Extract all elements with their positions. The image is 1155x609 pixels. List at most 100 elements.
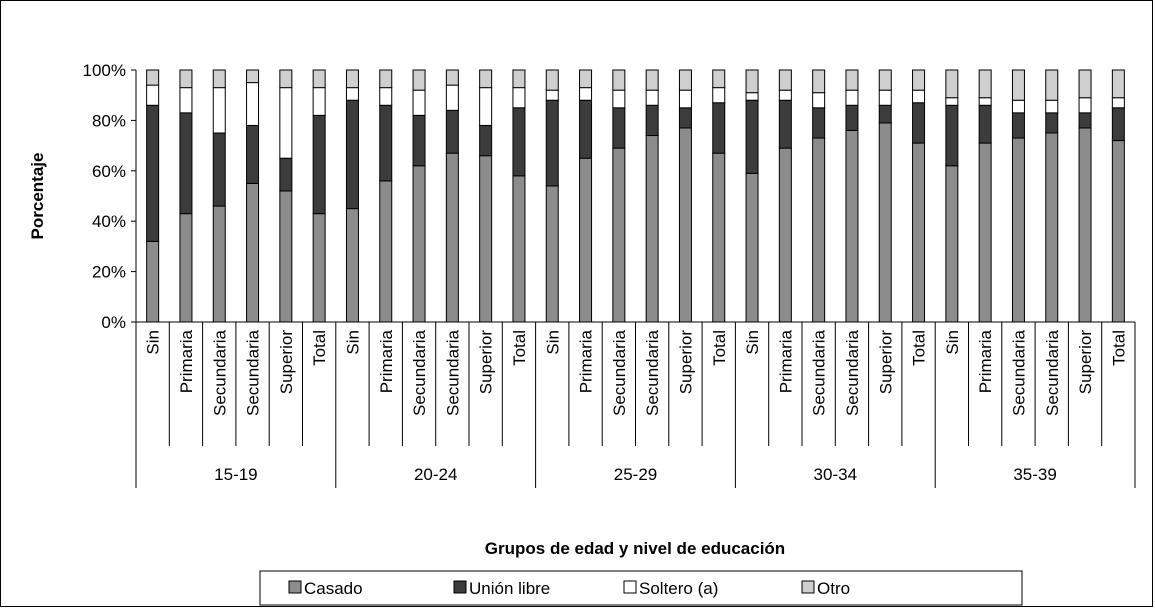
legend-swatch xyxy=(453,580,467,594)
bar-segment xyxy=(412,69,426,91)
bar-segment xyxy=(812,107,826,139)
bar-segment xyxy=(945,104,959,167)
bar-segment xyxy=(945,165,959,323)
bar-segment xyxy=(179,112,193,215)
bar-segment xyxy=(379,87,393,106)
group-label: 30-34 xyxy=(814,465,857,484)
category-label: Sin xyxy=(743,330,762,355)
category-label: Primaria xyxy=(177,329,196,393)
bar-segment xyxy=(678,69,692,91)
bar-segment xyxy=(545,69,559,91)
bar-segment xyxy=(545,89,559,101)
bar-segment xyxy=(845,89,859,106)
category-label: Superior xyxy=(676,330,695,395)
category-label: Secundaria xyxy=(843,329,862,416)
bar-segment xyxy=(1011,137,1025,323)
bar-segment xyxy=(645,135,659,323)
bar-segment xyxy=(246,69,260,84)
bar-segment xyxy=(745,172,759,323)
bar-segment xyxy=(479,87,493,126)
bar-segment xyxy=(146,84,160,106)
bar-segment xyxy=(812,137,826,323)
legend-label: Unión libre xyxy=(469,579,550,598)
bar-segment xyxy=(312,69,326,89)
bar-segment xyxy=(645,89,659,106)
category-label: Total xyxy=(510,330,529,366)
bar-segment xyxy=(412,165,426,323)
category-label: Primaria xyxy=(377,329,396,393)
category-label: Primaria xyxy=(976,329,995,393)
bar-segment xyxy=(179,87,193,114)
legend-label: Otro xyxy=(817,579,850,598)
bar-segment xyxy=(445,69,459,86)
legend-label: Soltero (a) xyxy=(639,579,718,598)
bar-segment xyxy=(778,99,792,149)
bar-segment xyxy=(512,69,526,89)
bar-segment xyxy=(212,69,226,89)
bar-segment xyxy=(845,104,859,131)
bar-segment xyxy=(878,69,892,91)
group-label: 20-24 xyxy=(414,465,457,484)
bar-segment xyxy=(612,107,626,149)
category-label: Secundaria xyxy=(1009,329,1028,416)
bar-segment xyxy=(512,87,526,109)
bar-segment xyxy=(345,69,359,89)
bar-segment xyxy=(745,92,759,101)
bar-segment xyxy=(579,87,593,101)
group-label: 25-29 xyxy=(614,465,657,484)
category-label: Secundaria xyxy=(410,329,429,416)
bar-segment xyxy=(146,69,160,86)
category-label: Primaria xyxy=(776,329,795,393)
legend-swatch xyxy=(801,580,815,594)
category-label: Superior xyxy=(1076,330,1095,395)
bar-segment xyxy=(1078,127,1092,323)
bar-segment xyxy=(479,124,493,157)
bar-segment xyxy=(745,69,759,94)
plot-area: 0% 20% 40% 60% 80% 100% Sin Primaria Secundaria S… xyxy=(83,61,1136,488)
bar-segment xyxy=(1111,107,1125,142)
group-label: 35-39 xyxy=(1013,465,1056,484)
bar-segment xyxy=(712,152,726,323)
bar-segment xyxy=(312,87,326,116)
bar-segment xyxy=(379,69,393,89)
category-label: Superior xyxy=(277,330,296,395)
legend-swatch xyxy=(288,580,302,594)
category-label: Superior xyxy=(477,330,496,395)
bar-segment xyxy=(878,89,892,106)
group-label: 15-19 xyxy=(214,465,257,484)
category-label: Sin xyxy=(543,330,562,355)
legend-box xyxy=(259,570,1023,606)
bar-segment xyxy=(146,104,160,242)
category-label: Total xyxy=(310,330,329,366)
bar-segment xyxy=(912,69,926,91)
bar-segment xyxy=(279,157,293,192)
bar-segment xyxy=(246,82,260,126)
bar-segment xyxy=(179,213,193,323)
bar-segment xyxy=(712,102,726,154)
category-label: Secundaria xyxy=(210,329,229,416)
y-tick-label: 60% xyxy=(92,162,126,181)
bar-segment xyxy=(512,175,526,323)
bar-segment xyxy=(279,190,293,323)
category-label: Secundaria xyxy=(244,329,263,416)
bar-segment xyxy=(978,142,992,323)
y-tick-label: 0% xyxy=(101,313,126,332)
bar-segment xyxy=(778,69,792,91)
bar-segment xyxy=(612,69,626,91)
bar-segment xyxy=(712,69,726,89)
bar-segment xyxy=(778,147,792,323)
bar-segment xyxy=(545,99,559,187)
bar-segment xyxy=(312,213,326,323)
bar-segment xyxy=(212,205,226,323)
bar-segment xyxy=(878,122,892,323)
category-label: Secundaria xyxy=(610,329,629,416)
category-label: Superior xyxy=(876,330,895,395)
bar-segment xyxy=(845,69,859,91)
bar-segment xyxy=(479,155,493,323)
y-tick-label: 80% xyxy=(92,111,126,130)
bar-segment xyxy=(978,97,992,106)
bar-segment xyxy=(1078,112,1092,129)
bar-segment xyxy=(678,107,692,129)
category-label: Sin xyxy=(144,330,163,355)
category-label: Secundaria xyxy=(810,329,829,416)
